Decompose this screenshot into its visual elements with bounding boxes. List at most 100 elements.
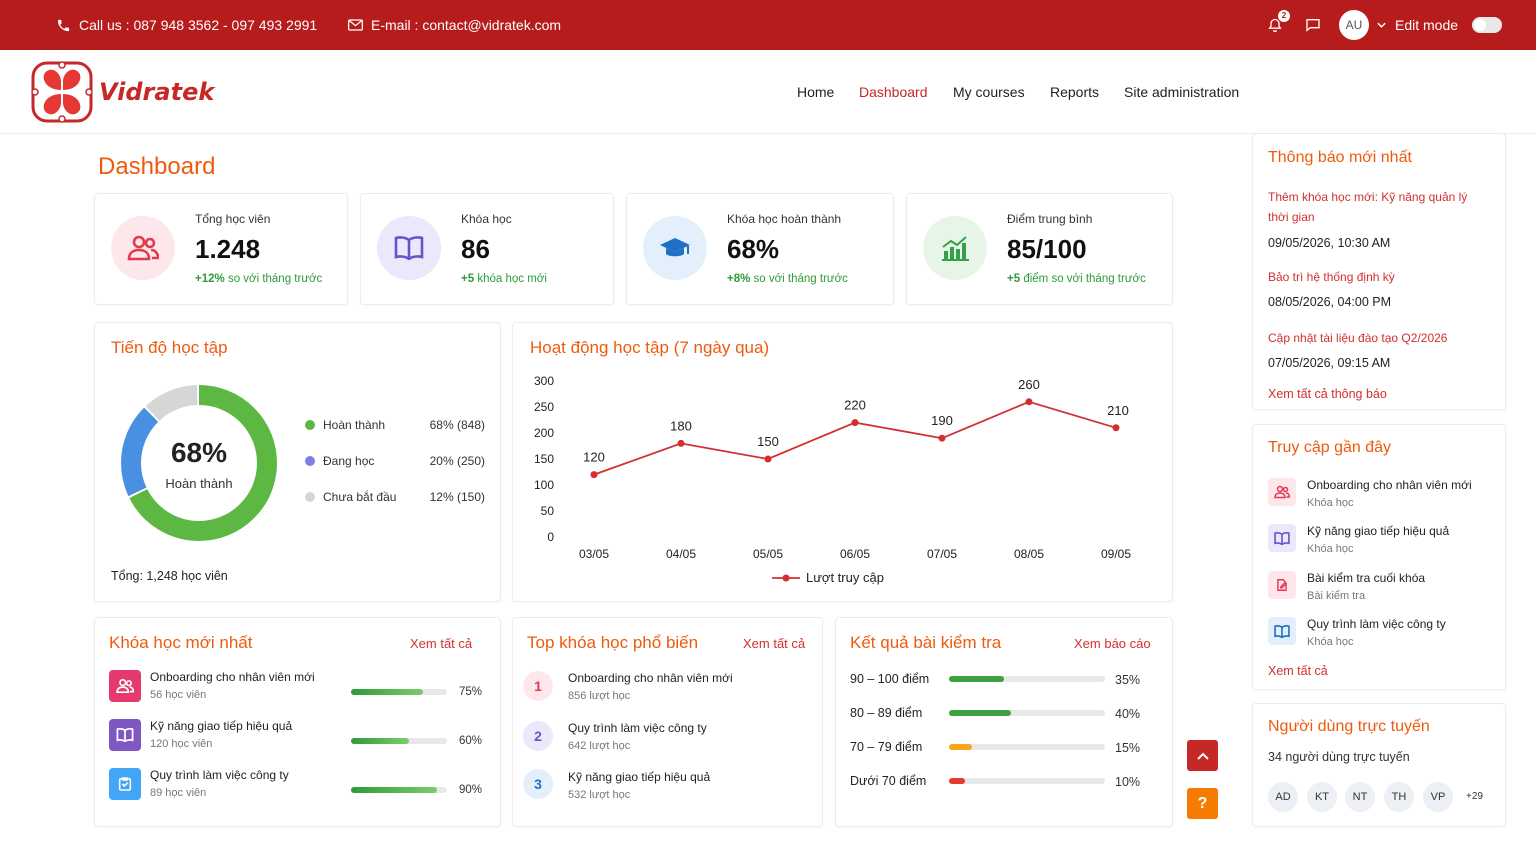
- x-tick-label: 09/05: [1101, 547, 1131, 561]
- clover-logo-icon: [31, 61, 93, 123]
- y-tick-label: 250: [534, 400, 554, 414]
- data-point[interactable]: [764, 455, 772, 463]
- online-users-card: Người dùng trực tuyến 34 người dùng trực…: [1252, 703, 1506, 827]
- book-icon: [1268, 617, 1296, 645]
- data-point[interactable]: [1025, 398, 1033, 406]
- recent-item-type: Bài kiểm tra: [1307, 590, 1366, 602]
- online-users-more[interactable]: +29: [1466, 791, 1483, 802]
- messages-button[interactable]: [1305, 0, 1321, 50]
- nav-my-courses[interactable]: My courses: [953, 84, 1025, 100]
- phone-icon: [57, 19, 70, 31]
- notification-button[interactable]: 2: [1267, 0, 1290, 50]
- data-label: 220: [844, 398, 866, 413]
- notification-date: 09/05/2026, 10:30 AM: [1268, 236, 1391, 250]
- nav-dashboard[interactable]: Dashboard: [859, 84, 928, 100]
- score-range-label: 90 – 100 điểm: [850, 672, 930, 686]
- data-point[interactable]: [938, 434, 946, 442]
- online-user-avatar[interactable]: KT: [1307, 782, 1337, 812]
- top-course-title[interactable]: Kỹ năng giao tiếp hiệu quả: [568, 770, 711, 784]
- recent-access-card: Truy cập gần đây Onboarding cho nhân viê…: [1252, 424, 1506, 690]
- chat-icon: [1306, 19, 1320, 32]
- online-user-avatar[interactable]: VP: [1423, 782, 1453, 812]
- score-bar: [949, 744, 1105, 750]
- email-contact[interactable]: E-mail : contact@vidratek.com: [348, 0, 561, 50]
- recent-item-title[interactable]: Quy trình làm việc công ty: [1307, 617, 1446, 631]
- data-point[interactable]: [677, 439, 685, 447]
- notifications-view-all[interactable]: Xem tất cả thông báo: [1268, 387, 1387, 401]
- notification-date: 07/05/2026, 09:15 AM: [1268, 356, 1391, 370]
- progress-title: Tiến độ học tập: [111, 338, 228, 357]
- notifications-card: Thông báo mới nhất Thêm khóa học mới: Kỹ…: [1252, 133, 1506, 410]
- top-courses-view-all[interactable]: Xem tất cả: [743, 636, 806, 651]
- data-label: 120: [583, 450, 605, 465]
- legend-dot: [305, 420, 315, 430]
- top-course-title[interactable]: Onboarding cho nhân viên mới: [568, 671, 733, 685]
- help-button[interactable]: ?: [1187, 788, 1218, 819]
- recent-view-all[interactable]: Xem tất cả: [1268, 664, 1328, 678]
- x-tick-label: 07/05: [927, 547, 957, 561]
- data-point[interactable]: [851, 419, 859, 427]
- data-label: 150: [757, 434, 779, 449]
- course-title[interactable]: Onboarding cho nhân viên mới: [150, 670, 315, 684]
- stat-value: 86: [461, 234, 490, 264]
- recent-item-type: Khóa học: [1307, 543, 1354, 555]
- edit-mode-switch[interactable]: [1472, 17, 1503, 33]
- page-title: Dashboard: [98, 153, 216, 180]
- notification-title[interactable]: Thêm khóa học mới: Kỹ năng quản lý thời …: [1268, 190, 1468, 224]
- recent-item-type: Khóa học: [1307, 497, 1354, 509]
- legend-not-started: Chưa bắt đầu 12% (150): [305, 490, 485, 504]
- data-label: 190: [931, 413, 953, 428]
- new-courses-view-all[interactable]: Xem tất cả: [410, 636, 473, 651]
- nav-site-administration[interactable]: Site administration: [1124, 84, 1240, 100]
- phone-contact[interactable]: Call us : 087 948 3562 - 097 493 2991: [56, 0, 317, 50]
- stat-label: Điểm trung bình: [1007, 212, 1093, 226]
- score-range-label: 70 – 79 điểm: [850, 740, 923, 754]
- data-point[interactable]: [590, 471, 598, 479]
- online-user-avatar[interactable]: NT: [1345, 782, 1375, 812]
- course-progress-pct: 90%: [459, 784, 483, 796]
- course-title[interactable]: Kỹ năng giao tiếp hiệu quả: [150, 719, 293, 733]
- score-range-label: 80 – 89 điểm: [850, 706, 923, 720]
- notification-title[interactable]: Cập nhật tài liệu đào tạo Q2/2026: [1268, 331, 1448, 345]
- test-results-report-link[interactable]: Xem báo cáo: [1074, 636, 1151, 651]
- brand-logo[interactable]: Vidratek: [31, 61, 214, 123]
- score-bar: [949, 710, 1105, 716]
- recent-item-title[interactable]: Onboarding cho nhân viên mới: [1307, 478, 1472, 492]
- new-courses-title: Khóa học mới nhất: [109, 633, 253, 652]
- course-students: 56 học viên: [150, 689, 207, 701]
- nav-home[interactable]: Home: [797, 84, 835, 100]
- online-users-title: Người dùng trực tuyến: [1268, 718, 1430, 735]
- nav-reports[interactable]: Reports: [1050, 84, 1100, 100]
- stat-trend: +5 khóa học mới: [461, 273, 547, 285]
- course-progress-bar: [351, 689, 447, 695]
- online-user-avatar[interactable]: TH: [1384, 782, 1414, 812]
- edit-icon: [1268, 571, 1296, 599]
- progress-total: Tổng: 1,248 học viên: [111, 569, 228, 583]
- notification-date: 08/05/2026, 04:00 PM: [1268, 295, 1392, 309]
- stat-value: 68%: [727, 234, 780, 264]
- course-title[interactable]: Quy trình làm việc công ty: [150, 768, 289, 782]
- stat-label: Tổng học viên: [195, 212, 271, 226]
- edit-mode-toggle[interactable]: Edit mode: [1395, 0, 1503, 50]
- course-progress-fill: [351, 689, 423, 695]
- score-pct: 15%: [1115, 741, 1141, 755]
- users-icon: [1268, 478, 1296, 506]
- legend-label: Lượt truy cập: [806, 570, 884, 585]
- user-menu[interactable]: AU: [1339, 0, 1386, 50]
- score-bar-fill: [949, 744, 973, 750]
- top-course-title[interactable]: Quy trình làm việc công ty: [568, 721, 707, 735]
- course-progress-fill: [351, 738, 409, 744]
- legend-completed: Hoàn thành 68% (848): [305, 418, 485, 432]
- data-point[interactable]: [1112, 424, 1120, 432]
- online-user-avatar[interactable]: AD: [1268, 782, 1298, 812]
- recent-item-title[interactable]: Bài kiểm tra cuối khóa: [1307, 571, 1426, 585]
- recent-item-title[interactable]: Kỹ năng giao tiếp hiệu quả: [1307, 524, 1450, 538]
- course-progress-pct: 75%: [459, 686, 483, 698]
- recent-access-title: Truy cập gần đây: [1268, 439, 1392, 456]
- notification-title[interactable]: Bảo trì hệ thống định kỳ: [1268, 270, 1395, 284]
- x-tick-label: 05/05: [753, 547, 783, 561]
- top-courses-card: Top khóa học phổ biến Xem tất cả 1 Onboa…: [512, 617, 823, 827]
- scroll-top-button[interactable]: [1187, 740, 1218, 771]
- y-tick-label: 100: [534, 478, 554, 492]
- y-tick-label: 200: [534, 426, 554, 440]
